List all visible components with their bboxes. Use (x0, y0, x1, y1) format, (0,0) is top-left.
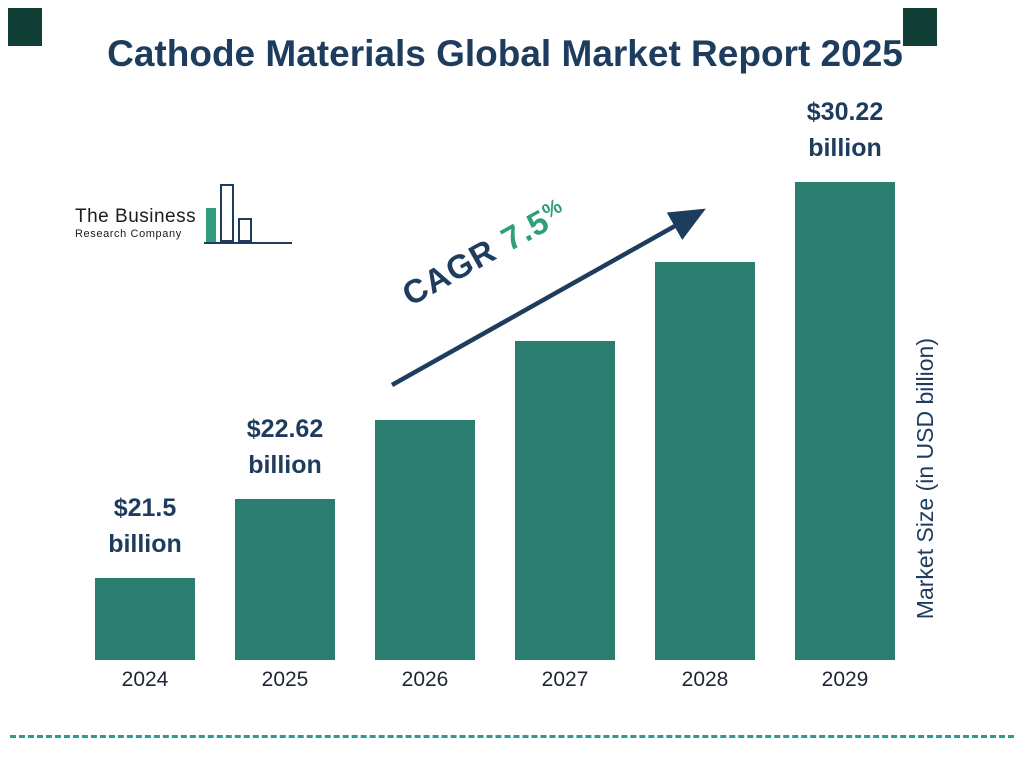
y-axis-label: Market Size (in USD billion) (912, 338, 938, 620)
x-tick-2025: 2025 (261, 668, 309, 691)
logo-text-secondary: Research Company (75, 228, 182, 240)
bottom-divider (10, 735, 1014, 738)
bar-value-unit: billion (808, 133, 882, 162)
bar-column-2028 (655, 262, 755, 660)
logo-bar-tall (220, 184, 235, 242)
x-tick-2028: 2028 (681, 668, 729, 691)
bar-column-2025: $22.62 billion (235, 411, 335, 660)
bar-column-2027 (515, 341, 615, 660)
bar-column-2024: $21.5 billion (95, 490, 195, 660)
bar-value-label: $21.5 billion (108, 490, 182, 563)
corner-accent-left (8, 8, 42, 46)
bar-chart: $21.5 billion $22.62 billion $30.22 bill… (95, 98, 895, 660)
bar-value-amount: $30.22 (806, 97, 884, 126)
logo-text: The Business Research Company (75, 206, 196, 240)
bar-2026 (375, 420, 475, 660)
bar-value-unit: billion (248, 450, 322, 479)
logo-text-primary: The Business (75, 206, 197, 227)
bar-column-2026 (375, 420, 475, 660)
x-tick-2029: 2029 (821, 668, 869, 691)
bar-value-amount: $22.62 (246, 414, 324, 443)
x-tick-2027: 2027 (541, 668, 589, 691)
bar-value-label: $22.62 billion (247, 411, 323, 484)
logo-bar-short (238, 218, 253, 242)
company-logo: The Business Research Company (75, 180, 293, 244)
bar-2028 (655, 262, 755, 660)
logo-bar-green (206, 208, 217, 242)
bar-value-unit: billion (108, 529, 182, 558)
bar-column-2029: $30.22 billion (795, 94, 895, 660)
x-axis-labels: 2024 2025 2026 2027 2028 2029 (95, 668, 895, 692)
corner-accent-right (903, 8, 937, 46)
x-tick-2024: 2024 (121, 668, 169, 691)
trend-arrow-icon (390, 208, 706, 387)
bar-2029 (795, 182, 895, 660)
page-title: Cathode Materials Global Market Report 2… (107, 33, 903, 74)
bar-value-amount: $21.5 (113, 493, 177, 522)
bar-2024 (95, 578, 195, 660)
x-tick-2026: 2026 (401, 668, 449, 691)
bar-2027 (515, 341, 615, 660)
bar-2025 (235, 499, 335, 660)
bar-value-label: $30.22 billion (807, 94, 883, 167)
logo-bars-icon (204, 180, 293, 244)
